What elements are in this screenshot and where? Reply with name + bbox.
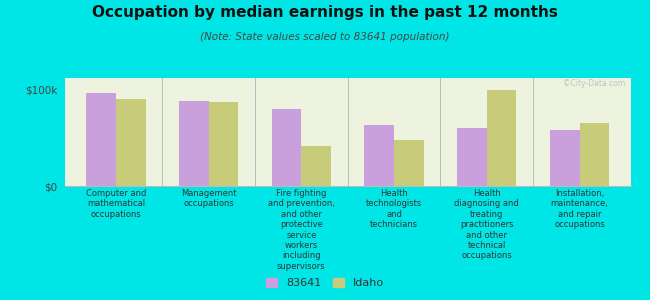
Text: (Note: State values scaled to 83641 population): (Note: State values scaled to 83641 popu… — [200, 32, 450, 41]
Bar — [365, 125, 394, 186]
Bar — [580, 123, 609, 186]
Text: Fire fighting
and prevention,
and other
protective
service
workers
including
sup: Fire fighting and prevention, and other … — [268, 189, 335, 271]
Bar — [487, 90, 517, 186]
Bar — [302, 146, 331, 186]
Text: ©City-Data.com: ©City-Data.com — [563, 79, 625, 88]
Bar — [209, 102, 239, 186]
Legend: 83641, Idaho: 83641, Idaho — [263, 274, 387, 291]
Bar — [550, 130, 580, 186]
Text: Installation,
maintenance,
and repair
occupations: Installation, maintenance, and repair oc… — [551, 189, 608, 229]
Bar — [179, 101, 209, 186]
Bar — [394, 140, 424, 186]
Text: Health
technologists
and
technicians: Health technologists and technicians — [366, 189, 423, 229]
Text: Computer and
mathematical
occupations: Computer and mathematical occupations — [86, 189, 146, 219]
Text: Health
diagnosing and
treating
practitioners
and other
technical
occupations: Health diagnosing and treating practitio… — [454, 189, 519, 260]
Bar — [272, 109, 302, 186]
Bar — [116, 99, 146, 186]
Text: Management
occupations: Management occupations — [181, 189, 237, 208]
Bar — [86, 93, 116, 186]
Text: Occupation by median earnings in the past 12 months: Occupation by median earnings in the pas… — [92, 4, 558, 20]
Bar — [457, 128, 487, 186]
